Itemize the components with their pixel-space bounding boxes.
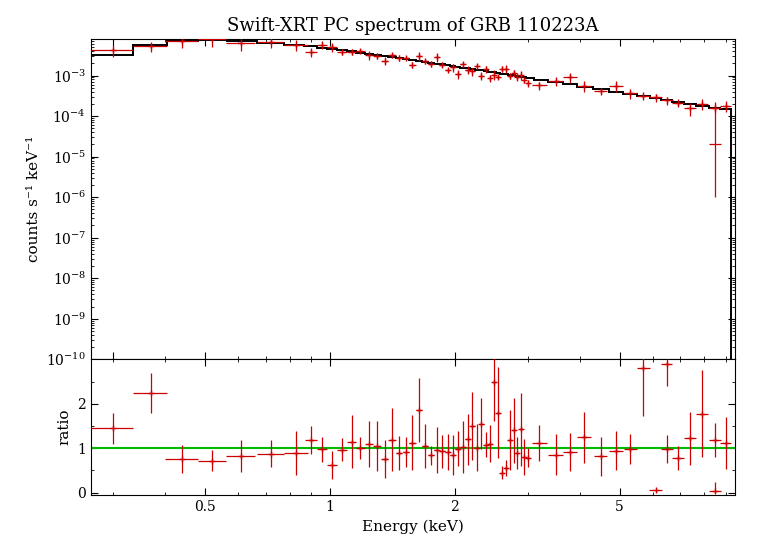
Y-axis label: counts s⁻¹ keV⁻¹: counts s⁻¹ keV⁻¹ [27, 136, 41, 262]
Y-axis label: ratio: ratio [58, 409, 72, 445]
Title: Swift-XRT PC spectrum of GRB 110223A: Swift-XRT PC spectrum of GRB 110223A [227, 17, 599, 34]
X-axis label: Energy (keV): Energy (keV) [362, 519, 464, 534]
